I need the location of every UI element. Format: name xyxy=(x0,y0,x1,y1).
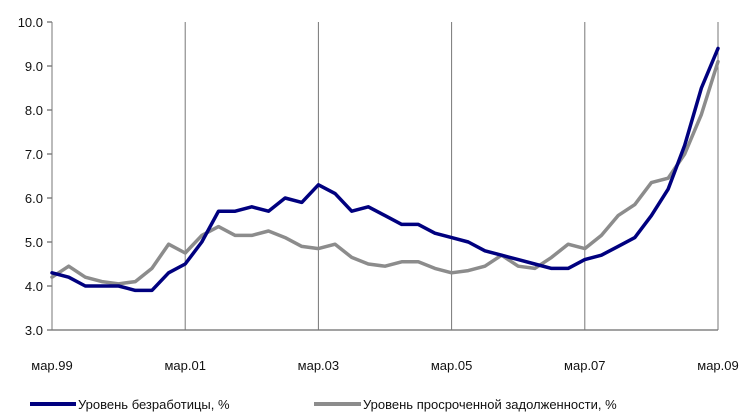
x-tick-label: мар.99 xyxy=(31,358,72,373)
legend-label-1: Уровень безработицы, % xyxy=(78,397,230,412)
x-tick-label: мар.07 xyxy=(564,358,605,373)
series-line-1 xyxy=(50,46,720,293)
x-tick-label: мар.01 xyxy=(164,358,205,373)
legend: Уровень безработицы, % Уровень просроченн… xyxy=(30,397,617,412)
series-line-2 xyxy=(50,59,720,286)
y-tick-label: 10.0 xyxy=(18,15,43,30)
x-ticks: мар.99 мар.01 мар.03 мар.05 мар.07 мар.09 xyxy=(31,22,739,373)
y-tick-label: 7.0 xyxy=(25,147,43,162)
y-tick-label: 9.0 xyxy=(25,59,43,74)
y-tick-label: 3.0 xyxy=(25,323,43,338)
x-tick-label: мар.05 xyxy=(431,358,472,373)
y-tick-label: 6.0 xyxy=(25,191,43,206)
x-tick-label: мар.03 xyxy=(298,358,339,373)
y-tick-label: 5.0 xyxy=(25,235,43,250)
y-tick-label: 8.0 xyxy=(25,103,43,118)
y-ticks: 3.0 4.0 5.0 6.0 7.0 8.0 9.0 10.0 xyxy=(18,15,52,338)
legend-label-2: Уровень просроченной задолженности, % xyxy=(363,397,617,412)
y-tick-label: 4.0 xyxy=(25,279,43,294)
series-lines xyxy=(50,46,720,293)
axes xyxy=(51,22,718,331)
x-tick-label: мар.09 xyxy=(697,358,738,373)
